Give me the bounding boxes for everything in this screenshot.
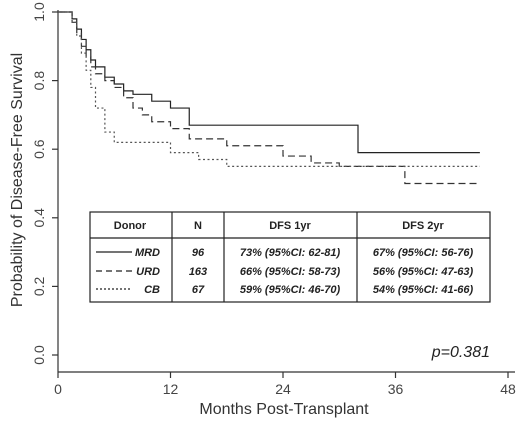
table-header-dfs1: DFS 1yr <box>269 220 311 232</box>
p-value-annotation: p=0.381 <box>431 344 490 361</box>
legend-table: Donor N DFS 1yr DFS 2yr MRD URD CB 96 16… <box>89 211 491 303</box>
y-tick-label: 0.6 <box>31 139 47 159</box>
x-tick-label: 48 <box>500 381 516 397</box>
x-tick-label: 12 <box>163 381 179 397</box>
series-layer <box>58 11 480 185</box>
series-line-cb <box>58 11 480 167</box>
table-row-mrd-dfs2: 67% (95%CI: 56-76) <box>373 247 474 259</box>
y-tick-label: 0.2 <box>31 276 47 296</box>
table-header-n: N <box>194 220 202 232</box>
table-row-mrd-n: 96 <box>192 247 205 259</box>
y-tick-label: 0.0 <box>31 345 47 365</box>
y-ticks: 0.0 0.2 0.4 0.6 0.8 1.0 <box>31 2 58 365</box>
y-tick-label: 0.4 <box>31 208 47 228</box>
table-row-cb-dfs2: 54% (95%CI: 41-66) <box>373 284 474 296</box>
y-tick-label: 0.8 <box>31 71 47 91</box>
table-row-urd-n: 163 <box>189 266 207 278</box>
x-tick-label: 36 <box>388 381 404 397</box>
series-line-mrd <box>58 11 480 154</box>
table-row-mrd-donor: MRD <box>135 247 160 259</box>
table-border <box>89 211 491 303</box>
x-axis-label: Months Post-Transplant <box>199 401 369 418</box>
table-header-donor: Donor <box>114 220 147 232</box>
y-tick-label: 1.0 <box>31 2 47 22</box>
x-tick-label: 24 <box>275 381 291 397</box>
table-row-urd-donor: URD <box>136 266 160 278</box>
x-tick-label: 0 <box>54 381 62 397</box>
table-row-urd-dfs2: 56% (95%CI: 47-63) <box>373 266 474 278</box>
table-row-urd-dfs1: 66% (95%CI: 58-73) <box>240 266 341 278</box>
series-line-urd <box>58 11 480 185</box>
x-ticks: 0 12 24 36 48 <box>54 372 516 397</box>
table-row-cb-n: 67 <box>192 284 205 296</box>
table-header-dfs2: DFS 2yr <box>402 220 444 232</box>
y-axis-label: Probability of Disease-Free Survival <box>9 53 26 307</box>
table-row-mrd-dfs1: 73% (95%CI: 62-81) <box>240 247 341 259</box>
table-row-cb-donor: CB <box>144 284 160 296</box>
table-row-cb-dfs1: 59% (95%CI: 46-70) <box>240 284 341 296</box>
